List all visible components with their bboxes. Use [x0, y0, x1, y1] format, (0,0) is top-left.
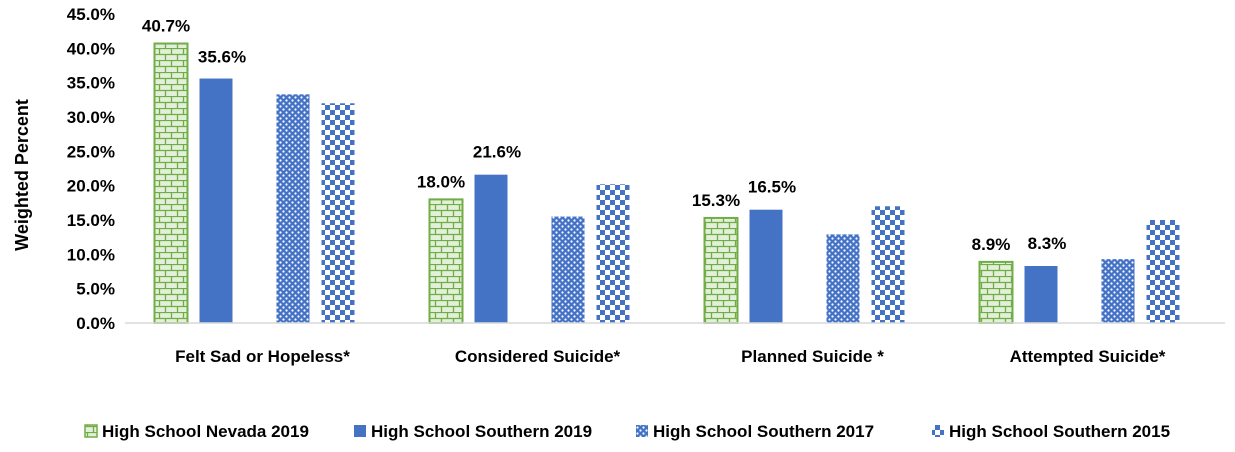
- y-tick-label: 5.0%: [76, 280, 115, 299]
- data-label: 15.3%: [692, 191, 740, 210]
- legend-swatch: [84, 424, 98, 438]
- y-tick-label: 20.0%: [67, 177, 115, 196]
- bar-dots: [551, 216, 585, 323]
- data-label: 8.9%: [972, 235, 1011, 254]
- y-axis-label: Weighted Percent: [12, 99, 32, 251]
- legend: High School Nevada 2019 High School South…: [84, 422, 1170, 441]
- legend-swatch: [354, 425, 366, 437]
- bar-dots: [826, 234, 860, 323]
- bar-dots: [276, 94, 310, 323]
- bar-solid: [199, 78, 233, 324]
- legend-swatch: [636, 425, 648, 437]
- y-tick-label: 10.0%: [67, 245, 115, 264]
- bar-checker: [1146, 220, 1180, 323]
- legend-label: High School Southern 2019: [371, 422, 592, 441]
- data-label: 18.0%: [417, 172, 465, 191]
- legend-label: High School Nevada 2019: [102, 422, 309, 441]
- legend-label: High School Southern 2017: [653, 422, 874, 441]
- bar-solid: [749, 209, 783, 323]
- category-label: Considered Suicide*: [455, 347, 621, 366]
- y-tick-label: 35.0%: [67, 74, 115, 93]
- category-labels: Felt Sad or Hopeless* Considered Suicide*…: [175, 347, 1166, 366]
- y-tick-label: 25.0%: [67, 142, 115, 161]
- legend-label: High School Southern 2015: [949, 422, 1170, 441]
- y-tick-label: 30.0%: [67, 108, 115, 127]
- bar-brick: [703, 216, 739, 324]
- bar-brick: [153, 42, 189, 324]
- category-label: Planned Suicide *: [741, 347, 884, 366]
- category-label: Felt Sad or Hopeless*: [175, 347, 350, 366]
- bar-solid: [474, 174, 508, 323]
- bar-checker: [596, 184, 630, 323]
- category-label: Attempted Suicide*: [1010, 347, 1166, 366]
- y-axis-ticks: 0.0% 5.0% 10.0% 15.0% 20.0% 25.0% 30.0% 35.0% 40…: [67, 5, 115, 333]
- bar-brick: [978, 260, 1014, 324]
- bar-brick: [428, 198, 464, 324]
- bar-dots: [1101, 259, 1135, 323]
- data-labels: 40.7% 35.6% 18.0% 21.6% 15.3% 16.5% 8.9% 8.3%: [142, 17, 1066, 254]
- y-tick-label: 0.0%: [76, 314, 115, 333]
- data-label: 16.5%: [748, 178, 796, 197]
- data-label: 8.3%: [1028, 234, 1067, 253]
- bars: [153, 42, 1180, 324]
- bar-checker: [321, 103, 355, 324]
- bar-solid: [1024, 266, 1058, 323]
- data-label: 40.7%: [142, 17, 190, 36]
- bar-checker: [871, 206, 905, 323]
- y-tick-label: 40.0%: [67, 39, 115, 58]
- legend-swatch: [932, 425, 944, 437]
- y-tick-label: 45.0%: [67, 5, 115, 24]
- data-label: 35.6%: [198, 48, 246, 67]
- y-tick-label: 15.0%: [67, 211, 115, 230]
- data-label: 21.6%: [473, 143, 521, 162]
